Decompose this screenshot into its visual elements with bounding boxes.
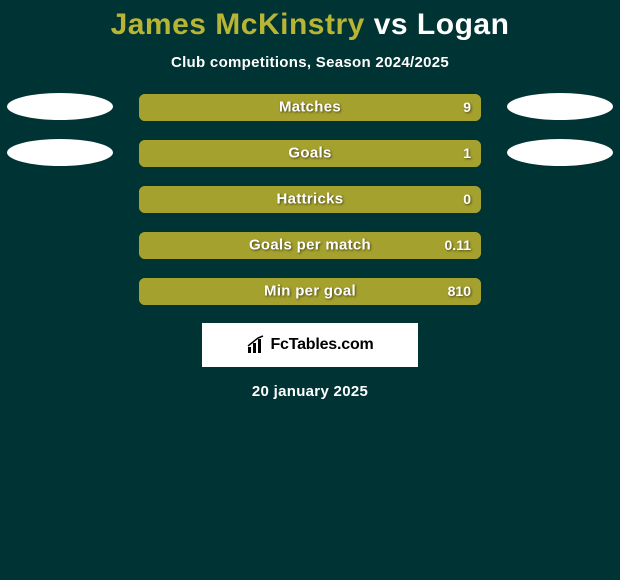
stat-value: 810 bbox=[448, 283, 471, 299]
branding-text: FcTables.com bbox=[270, 336, 373, 354]
player2-marker bbox=[507, 139, 613, 166]
stat-value: 1 bbox=[463, 145, 471, 161]
stat-label: Goals per match bbox=[139, 237, 481, 254]
stat-bar: Hattricks0 bbox=[139, 186, 481, 213]
stats-list: Matches9Goals1Hattricks0Goals per match0… bbox=[0, 93, 620, 305]
stat-bar: Goals1 bbox=[139, 140, 481, 167]
player1-marker bbox=[7, 139, 113, 166]
stat-row: Hattricks0 bbox=[0, 185, 620, 213]
stat-row: Goals per match0.11 bbox=[0, 231, 620, 259]
title-player1: James McKinstry bbox=[111, 8, 365, 41]
stat-row: Min per goal810 bbox=[0, 277, 620, 305]
stat-value: 9 bbox=[463, 99, 471, 115]
stat-label: Matches bbox=[139, 99, 481, 116]
branding-badge[interactable]: FcTables.com bbox=[202, 323, 418, 367]
subtitle: Club competitions, Season 2024/2025 bbox=[0, 54, 620, 71]
stat-label: Hattricks bbox=[139, 191, 481, 208]
stat-row: Matches9 bbox=[0, 93, 620, 121]
comparison-card: James McKinstry vs Logan Club competitio… bbox=[0, 0, 620, 400]
stat-label: Goals bbox=[139, 145, 481, 162]
page-title: James McKinstry vs Logan bbox=[0, 8, 620, 42]
player2-marker bbox=[507, 93, 613, 120]
stat-bar: Min per goal810 bbox=[139, 278, 481, 305]
date-label: 20 january 2025 bbox=[0, 383, 620, 400]
stat-label: Min per goal bbox=[139, 283, 481, 300]
stat-row: Goals1 bbox=[0, 139, 620, 167]
stat-bar: Matches9 bbox=[139, 94, 481, 121]
title-player2: Logan bbox=[417, 8, 510, 41]
stat-bar: Goals per match0.11 bbox=[139, 232, 481, 259]
stat-value: 0.11 bbox=[445, 237, 471, 253]
stat-value: 0 bbox=[463, 191, 471, 207]
player1-marker bbox=[7, 93, 113, 120]
bar-chart-icon bbox=[246, 335, 266, 355]
title-vs: vs bbox=[374, 8, 408, 41]
